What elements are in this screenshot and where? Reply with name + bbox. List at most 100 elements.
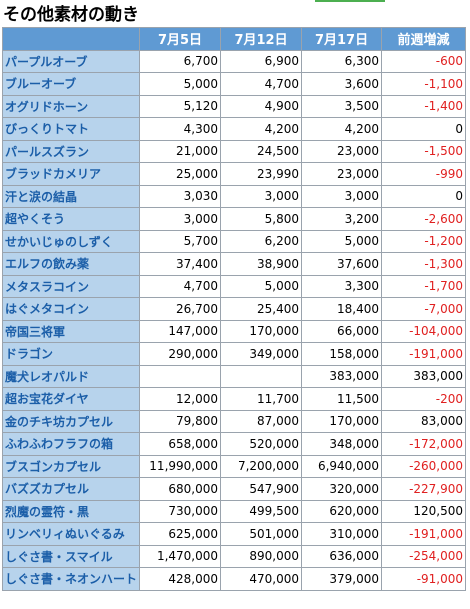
jul17-cell: 18,400 — [301, 297, 383, 321]
jul12-cell: 547,900 — [220, 477, 303, 501]
item-name-cell: せかいじゅのしずく — [1, 229, 141, 253]
jul5-cell: 6,700 — [139, 49, 222, 73]
jul12-cell: 890,000 — [220, 544, 303, 568]
jul12-cell — [220, 364, 303, 388]
change-cell: -227,900 — [381, 477, 467, 501]
item-name-cell: 魔犬レオパルド — [1, 364, 141, 388]
jul17-cell: 66,000 — [301, 319, 383, 343]
table-row: ふわふわフラフの箱 658,000 520,000 348,000 -172,000 — [1, 432, 467, 456]
jul5-cell: 4,700 — [139, 274, 222, 298]
jul17-cell: 170,000 — [301, 409, 383, 433]
jul12-cell: 7,200,000 — [220, 454, 303, 478]
header-item — [1, 27, 141, 51]
jul17-cell: 383,000 — [301, 364, 383, 388]
jul17-cell: 379,000 — [301, 567, 383, 591]
jul17-cell: 23,000 — [301, 162, 383, 186]
table-row: 超お宝花ダイヤ 12,000 11,700 11,500 -200 — [1, 387, 467, 411]
item-name-cell: メタスラコイン — [1, 274, 141, 298]
page-title: その他素材の動き — [3, 5, 139, 25]
change-cell: -104,000 — [381, 319, 467, 343]
change-cell: -254,000 — [381, 544, 467, 568]
change-cell: -260,000 — [381, 454, 467, 478]
change-cell: -990 — [381, 162, 467, 186]
jul5-cell: 21,000 — [139, 139, 222, 163]
table-row: パールスズラン 21,000 24,500 23,000 -1,500 — [1, 139, 467, 163]
jul12-cell: 24,500 — [220, 139, 303, 163]
table-row: バズズカプセル 680,000 547,900 320,000 -227,900 — [1, 477, 467, 501]
price-table: 7月5日 7月12日 7月17日 前週増減 パープルオーブ 6,700 6,900 6… — [1, 27, 467, 591]
item-name-cell: エルフの飲み薬 — [1, 252, 141, 276]
table-header-row: 7月5日 7月12日 7月17日 前週増減 — [1, 27, 467, 51]
item-name-cell: ふわふわフラフの箱 — [1, 432, 141, 456]
table-row: メタスラコイン 4,700 5,000 3,300 -1,700 — [1, 274, 467, 298]
table-row: 烈魔の霊符・黒 730,000 499,500 620,000 120,500 — [1, 499, 467, 523]
change-cell: -1,500 — [381, 139, 467, 163]
table-row: 帝国三将軍 147,000 170,000 66,000 -104,000 — [1, 319, 467, 343]
jul17-cell: 348,000 — [301, 432, 383, 456]
table-row: 金のチキ坊カプセル 79,800 87,000 170,000 83,000 — [1, 409, 467, 433]
item-name-cell: ブラッドカメリア — [1, 162, 141, 186]
change-cell: -1,700 — [381, 274, 467, 298]
top-accent-line — [315, 0, 385, 2]
jul17-cell: 11,500 — [301, 387, 383, 411]
jul12-cell: 349,000 — [220, 342, 303, 366]
table-row: ブルーオーブ 5,000 4,700 3,600 -1,100 — [1, 72, 467, 96]
item-name-cell: オグリドホーン — [1, 94, 141, 118]
jul5-cell: 79,800 — [139, 409, 222, 433]
jul12-cell: 3,000 — [220, 184, 303, 208]
table-row: ブスゴンカプセル 11,990,000 7,200,000 6,940,000 -260… — [1, 454, 467, 478]
jul5-cell: 4,300 — [139, 117, 222, 141]
item-name-cell: しぐさ書・スマイル — [1, 544, 141, 568]
jul17-cell: 6,940,000 — [301, 454, 383, 478]
jul17-cell: 23,000 — [301, 139, 383, 163]
table-row: オグリドホーン 5,120 4,900 3,500 -1,400 — [1, 94, 467, 118]
jul12-cell: 38,900 — [220, 252, 303, 276]
jul17-cell: 5,000 — [301, 229, 383, 253]
jul17-cell: 158,000 — [301, 342, 383, 366]
jul5-cell: 730,000 — [139, 499, 222, 523]
change-cell: 383,000 — [381, 364, 467, 388]
jul5-cell: 26,700 — [139, 297, 222, 321]
jul17-cell: 3,300 — [301, 274, 383, 298]
item-name-cell: ブスゴンカプセル — [1, 454, 141, 478]
jul17-cell: 6,300 — [301, 49, 383, 73]
change-cell: 120,500 — [381, 499, 467, 523]
change-cell: -2,600 — [381, 207, 467, 231]
item-name-cell: パールスズラン — [1, 139, 141, 163]
table-row: はぐメタコイン 26,700 25,400 18,400 -7,000 — [1, 297, 467, 321]
change-cell: -1,400 — [381, 94, 467, 118]
header-jul12: 7月12日 — [220, 27, 303, 51]
table-row: 超やくそう 3,000 5,800 3,200 -2,600 — [1, 207, 467, 231]
jul5-cell: 11,990,000 — [139, 454, 222, 478]
jul17-cell: 37,600 — [301, 252, 383, 276]
item-name-cell: 汗と涙の結晶 — [1, 184, 141, 208]
table-row: しぐさ書・スマイル 1,470,000 890,000 636,000 -254,000 — [1, 544, 467, 568]
jul5-cell: 1,470,000 — [139, 544, 222, 568]
jul12-cell: 501,000 — [220, 522, 303, 546]
table-row: パープルオーブ 6,700 6,900 6,300 -600 — [1, 49, 467, 73]
jul5-cell: 12,000 — [139, 387, 222, 411]
header-change: 前週増減 — [381, 27, 467, 51]
item-name-cell: はぐメタコイン — [1, 297, 141, 321]
table-row: 魔犬レオパルド 383,000 383,000 — [1, 364, 467, 388]
table-row: ドラゴン 290,000 349,000 158,000 -191,000 — [1, 342, 467, 366]
change-cell: -200 — [381, 387, 467, 411]
jul17-cell: 636,000 — [301, 544, 383, 568]
jul12-cell: 6,200 — [220, 229, 303, 253]
item-name-cell: しぐさ書・ネオンハート — [1, 567, 141, 591]
table-row: せかいじゅのしずく 5,700 6,200 5,000 -1,200 — [1, 229, 467, 253]
change-cell: -1,200 — [381, 229, 467, 253]
jul5-cell: 5,000 — [139, 72, 222, 96]
jul5-cell: 3,030 — [139, 184, 222, 208]
change-cell: 0 — [381, 184, 467, 208]
item-name-cell: 烈魔の霊符・黒 — [1, 499, 141, 523]
change-cell: 83,000 — [381, 409, 467, 433]
item-name-cell: バズズカプセル — [1, 477, 141, 501]
table-row: ブラッドカメリア 25,000 23,990 23,000 -990 — [1, 162, 467, 186]
item-name-cell: リンベリィぬいぐるみ — [1, 522, 141, 546]
change-cell: 0 — [381, 117, 467, 141]
jul12-cell: 4,700 — [220, 72, 303, 96]
table-row: エルフの飲み薬 37,400 38,900 37,600 -1,300 — [1, 252, 467, 276]
change-cell: -191,000 — [381, 342, 467, 366]
table-row: しぐさ書・ネオンハート 428,000 470,000 379,000 -91,000 — [1, 567, 467, 591]
